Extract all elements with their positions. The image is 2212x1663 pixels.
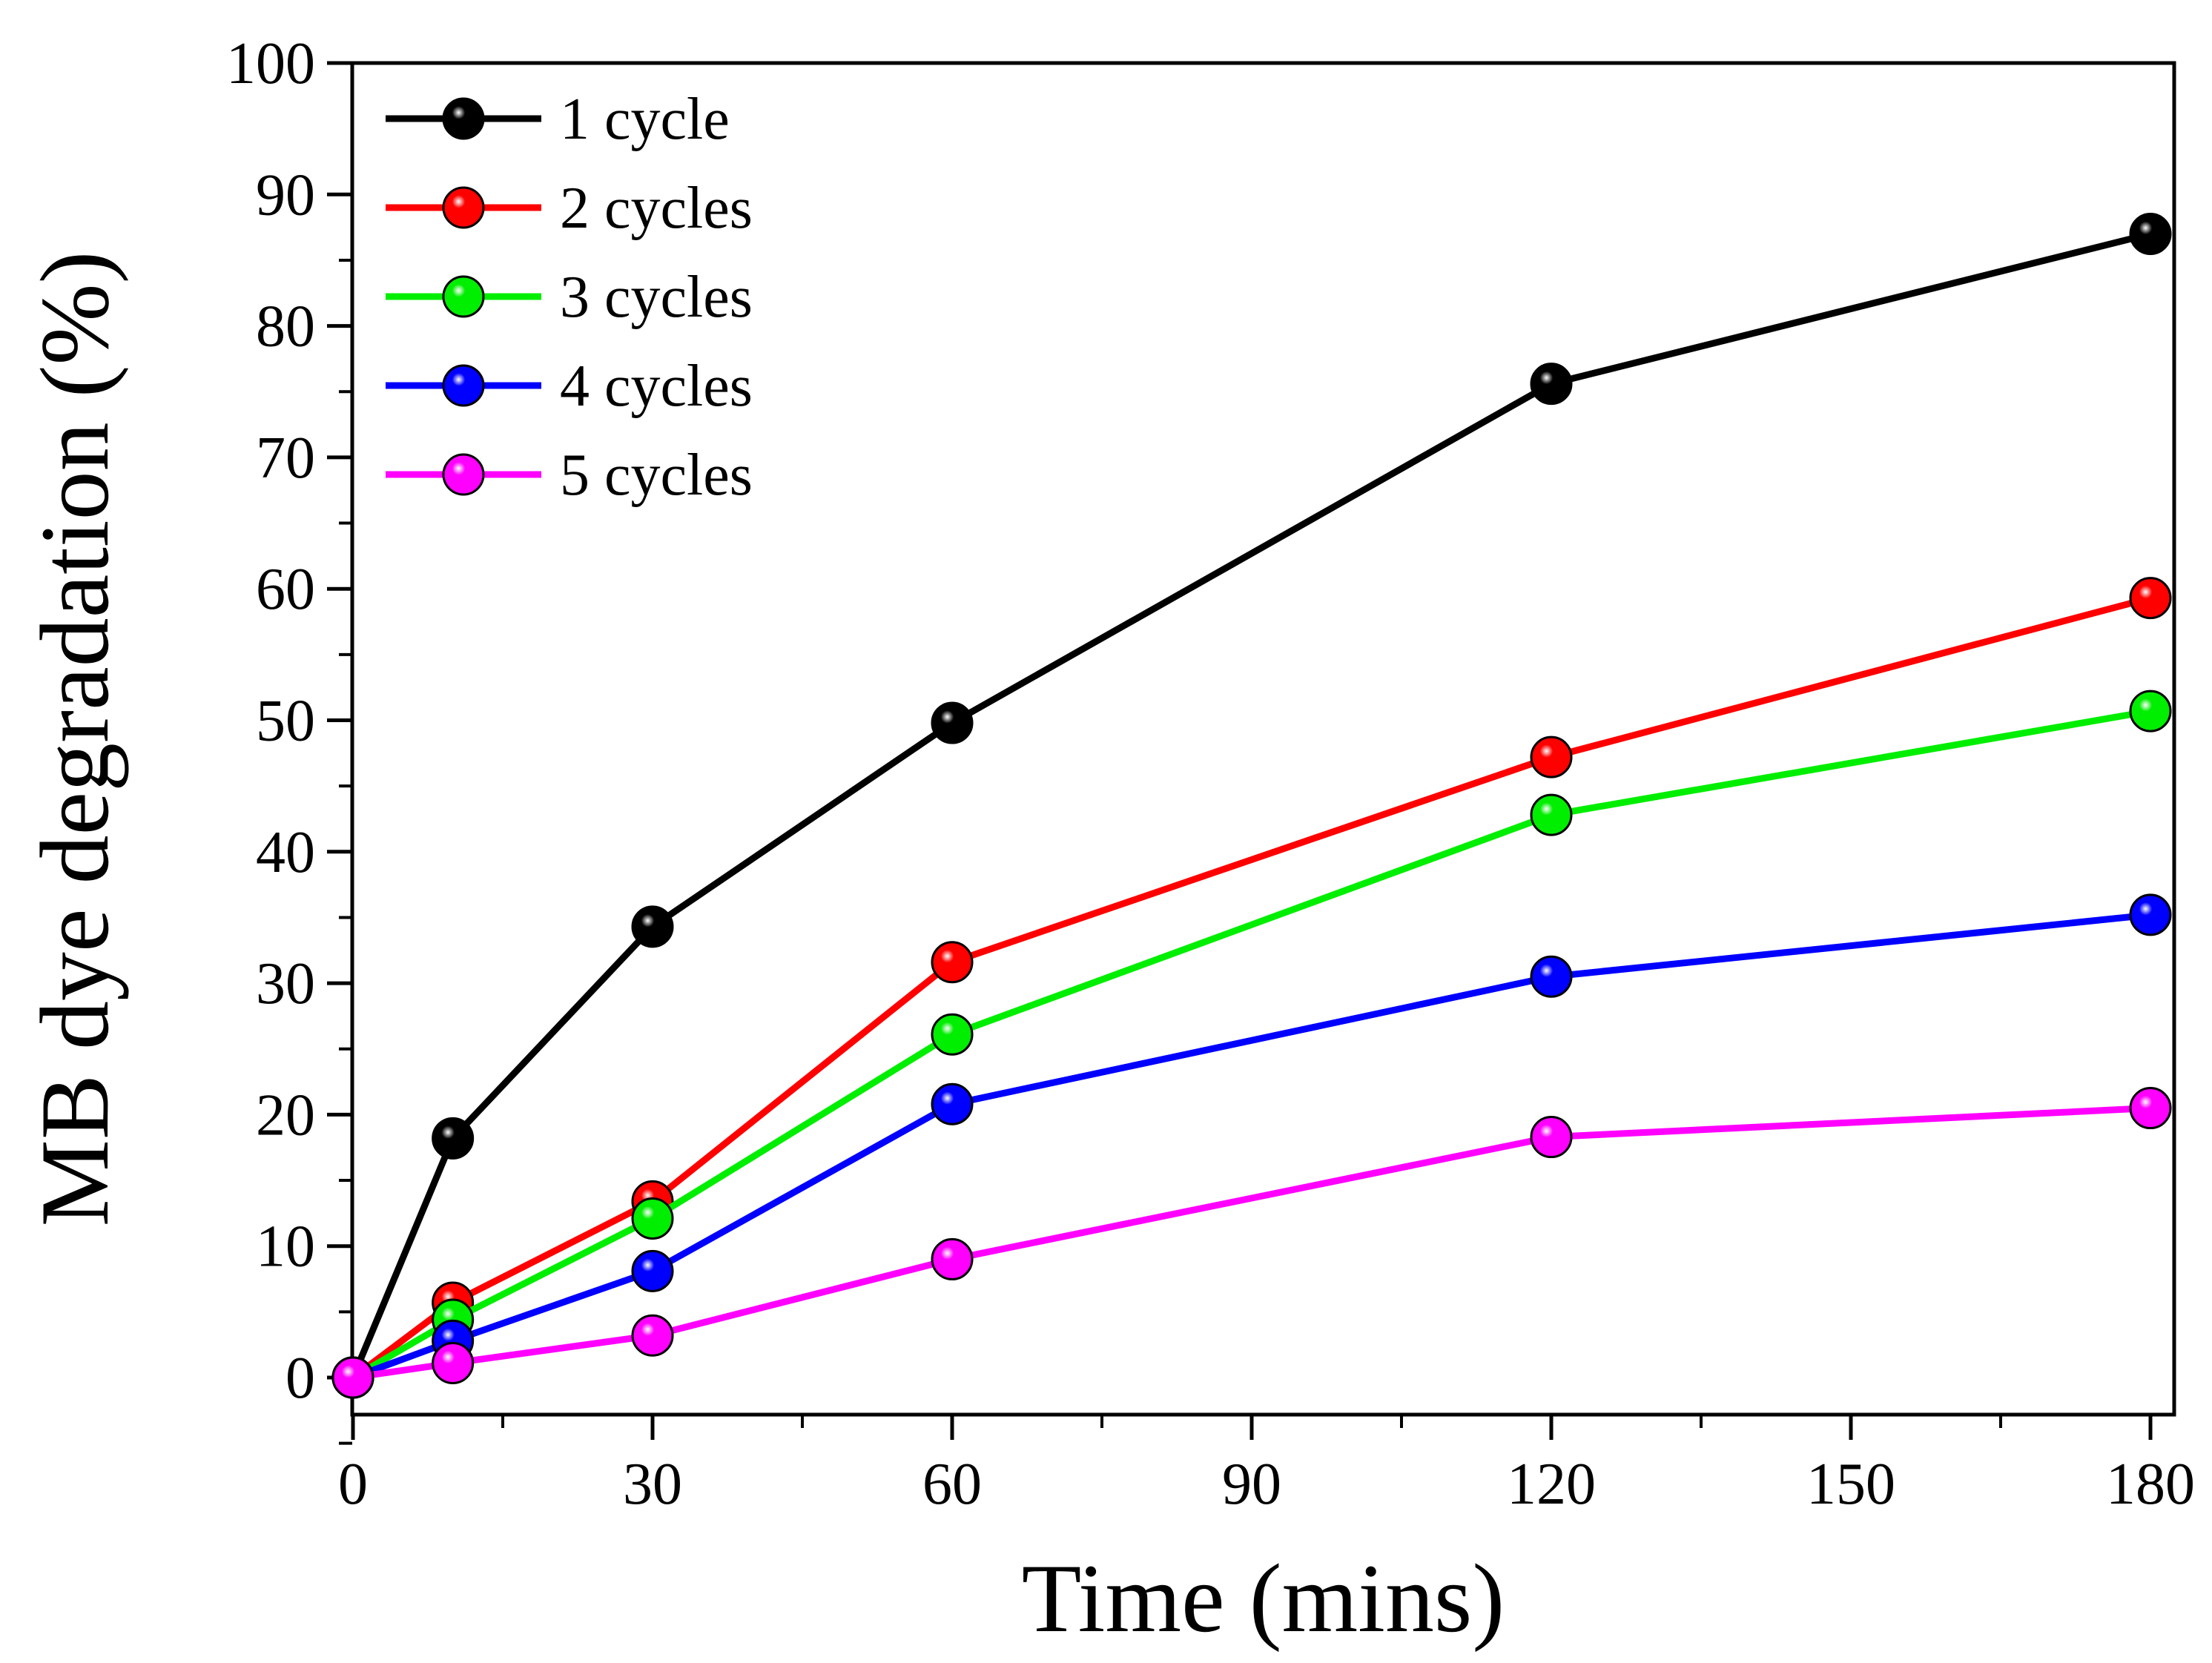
x-tick-label: 180 [2106, 1452, 2195, 1517]
y-tick-label: 70 [256, 426, 315, 491]
series-layer [331, 212, 2172, 1399]
legend-label: 4 cycles [560, 354, 753, 419]
data-point [631, 1314, 674, 1357]
legend-label: 5 cycles [560, 443, 753, 508]
series-line [349, 231, 2152, 1379]
legend-item: 3 cycles [386, 265, 753, 330]
y-tick-label: 40 [256, 820, 315, 885]
data-point [631, 905, 674, 948]
y-tick-label: 10 [256, 1214, 315, 1280]
series-line [351, 595, 2152, 1381]
legend-marker [442, 453, 485, 496]
y-tick-label: 0 [285, 1346, 315, 1411]
x-tick-label: 30 [623, 1452, 682, 1517]
data-point [631, 1197, 674, 1240]
series-line [352, 1105, 2151, 1381]
legend-item: 4 cycles [386, 354, 753, 419]
data-point [931, 1013, 974, 1056]
x-tick-label: 60 [922, 1452, 982, 1517]
data-point [2129, 1087, 2172, 1130]
data-point [2129, 893, 2172, 936]
legend-marker [442, 186, 485, 229]
legend-marker [442, 97, 485, 140]
data-point [2129, 212, 2172, 255]
data-point [432, 1341, 475, 1384]
data-point [931, 701, 974, 744]
y-axis-title: MB dye degradation (%) [20, 251, 129, 1227]
legend-item: 5 cycles [386, 443, 753, 508]
y-tick-label: 30 [256, 951, 315, 1016]
legend-label: 3 cycles [560, 265, 753, 330]
series-2 [331, 577, 2172, 1399]
y-tick-label: 80 [256, 294, 315, 360]
series-line [351, 911, 2151, 1381]
plot-frame [350, 61, 2176, 1417]
x-tick-label: 90 [1222, 1452, 1281, 1517]
data-point [2129, 690, 2172, 733]
series-line [351, 707, 2151, 1381]
series-5 [331, 1087, 2172, 1399]
x-axis-title: Time (mins) [1022, 1544, 1505, 1653]
data-point [931, 1237, 974, 1280]
data-point [1530, 793, 1573, 836]
series-3 [331, 690, 2172, 1399]
legend-label: 1 cycle [560, 87, 730, 152]
data-point [1530, 955, 1573, 998]
legend-item: 1 cycle [386, 87, 730, 152]
data-point [331, 1356, 374, 1399]
axes: 0 10 20 30 40 50 60 70 80 90 100 0 30 60 90 120 150 180 [226, 31, 2195, 1517]
data-point [931, 1082, 974, 1125]
data-point [631, 1249, 674, 1292]
y-tick-label: 50 [256, 689, 315, 754]
x-tick-label: 0 [338, 1452, 368, 1517]
y-tick-label: 100 [226, 31, 315, 96]
data-point [1530, 735, 1573, 778]
y-tick-label: 60 [256, 557, 315, 622]
y-tick-label: 90 [256, 162, 315, 228]
legend-item: 2 cycles [386, 176, 753, 241]
data-point [432, 1117, 475, 1160]
x-tick-label: 150 [1806, 1452, 1895, 1517]
data-point [2129, 577, 2172, 620]
x-tick-label: 120 [1507, 1452, 1596, 1517]
y-tick-label: 20 [256, 1082, 315, 1148]
legend-label: 2 cycles [560, 176, 753, 241]
legend-marker [442, 275, 485, 318]
data-point [1530, 363, 1573, 406]
data-point [931, 941, 974, 984]
legend: 1 cycle 2 cycles 3 cycles 4 cycles 5 cycles [386, 87, 753, 508]
legend-marker [442, 364, 485, 407]
data-point [1530, 1116, 1573, 1159]
